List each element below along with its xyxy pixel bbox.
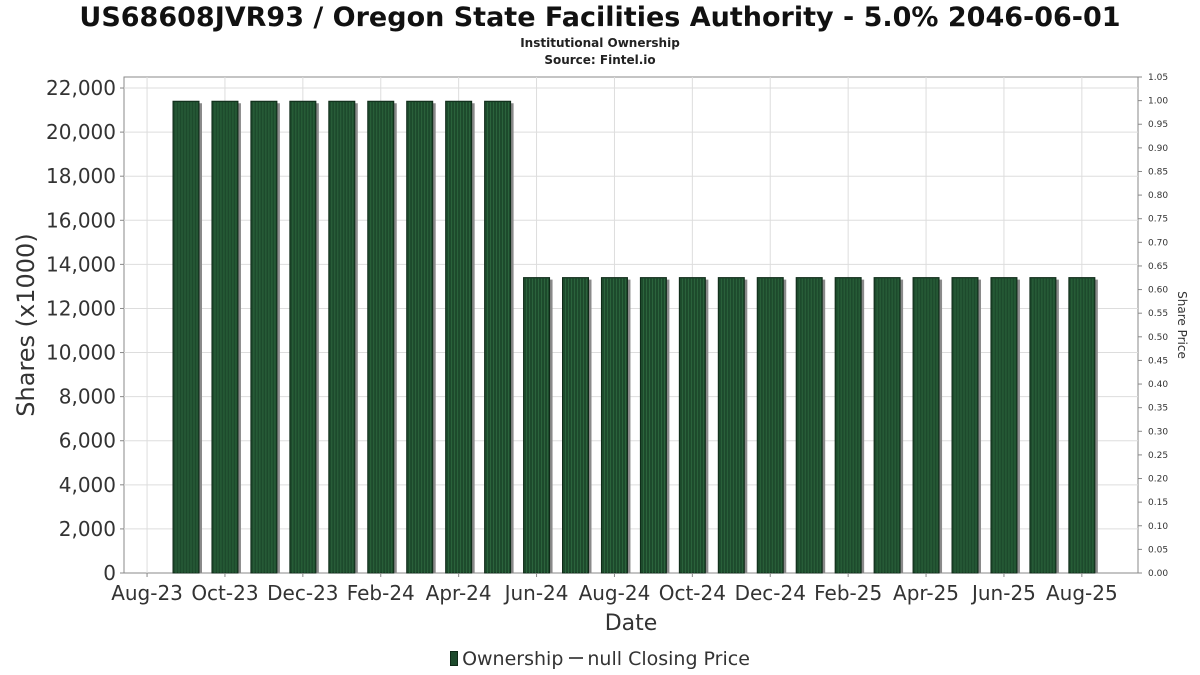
price-legend-swatch [569,657,584,659]
ownership-bar [211,100,239,574]
x-tick-label: Oct-23 [191,581,258,605]
price-legend-label: null Closing Price [587,648,750,670]
ownership-bar [523,277,551,574]
ownership-bar [1068,277,1096,574]
y2-tick-label: 0.70 [1148,238,1168,248]
y-tick-label: 0 [103,561,116,585]
y2-tick-label: 0.35 [1148,404,1168,414]
y2-tick-label: 0.40 [1148,380,1168,390]
x-tick-label: Feb-25 [814,581,882,605]
x-tick-label: Dec-24 [735,581,806,605]
y2-tick-label: 0.75 [1148,215,1168,225]
y2-tick-label: 0.65 [1148,262,1168,272]
ownership-bar [172,100,200,574]
y2-tick-label: 0.15 [1148,498,1168,508]
ownership-bar [600,277,628,574]
x-axis-label: Date [605,611,658,636]
y2-tick-label: 1.05 [1148,73,1168,83]
y-tick-label: 22,000 [46,76,116,100]
ownership-legend-label: Ownership [462,648,564,670]
ownership-bar [678,277,706,574]
y2-tick-label: 0.45 [1148,356,1168,366]
y2-tick-label: 0.20 [1148,475,1168,485]
ownership-bar [1029,277,1057,574]
y2-tick-label: 0.00 [1148,569,1168,579]
ownership-bar [250,100,278,574]
x-tick-label: Apr-25 [893,581,959,605]
y-tick-label: 18,000 [46,164,116,188]
ownership-bar [951,277,979,574]
y2-tick-label: 0.60 [1148,286,1168,296]
ownership-legend-swatch [450,651,459,666]
y-tick-label: 16,000 [46,208,116,232]
y2-tick-label: 0.50 [1148,333,1168,343]
chart-source: Source: Fintel.io [544,53,656,67]
ownership-bar [990,277,1018,574]
x-tick-label: Aug-23 [111,581,183,605]
y-tick-label: 14,000 [46,252,116,276]
y2-tick-label: 0.80 [1148,191,1168,201]
ownership-bar [756,277,784,574]
x-tick-label: Oct-24 [659,581,726,605]
chart-subtitle: Institutional Ownership [520,36,680,50]
y-tick-label: 20,000 [46,120,116,144]
ownership-bar [484,100,512,574]
ownership-bar [367,100,395,574]
y-axis-label: Shares (x1000) [12,233,40,416]
x-tick-label: Aug-25 [1046,581,1118,605]
y-tick-label: 10,000 [46,341,116,365]
ownership-bar [717,277,745,574]
y2-tick-label: 0.25 [1148,451,1168,461]
ownership-bar [795,277,823,574]
ownership-bar [912,277,940,574]
x-tick-label: Jun-25 [970,581,1036,605]
x-tick-label: Apr-24 [426,581,492,605]
chart-title: US68608JVR93 / Oregon State Facilities A… [79,2,1121,33]
x-tick-label: Feb-24 [347,581,415,605]
ownership-bar [328,100,356,574]
y-tick-label: 2,000 [59,517,116,541]
x-tick-label: Dec-23 [267,581,338,605]
ownership-bar [445,100,473,574]
y2-tick-label: 0.55 [1148,309,1168,319]
y2-tick-label: 0.95 [1148,120,1168,130]
y2-tick-label: 0.30 [1148,427,1168,437]
ownership-bar [873,277,901,574]
y2-tick-label: 0.05 [1148,545,1168,555]
x-tick-label: Jun-24 [503,581,569,605]
y2-tick-label: 0.90 [1148,144,1168,154]
y2-tick-label: 1.00 [1148,97,1168,107]
ownership-bar [834,277,862,574]
y-tick-label: 12,000 [46,296,116,320]
x-tick-label: Aug-24 [579,581,651,605]
y2-tick-label: 0.85 [1148,167,1168,177]
y-tick-label: 4,000 [59,473,116,497]
ownership-bar [639,277,667,574]
ownership-bar [289,100,317,574]
chart-legend: Ownership null Closing Price [0,648,1200,670]
y2-tick-label: 0.10 [1148,522,1168,532]
y2-axis-label: Share Price [1175,291,1189,359]
ownership-bar [406,100,434,574]
y-tick-label: 6,000 [59,429,116,453]
y-tick-label: 8,000 [59,385,116,409]
ownership-bar [562,277,589,574]
